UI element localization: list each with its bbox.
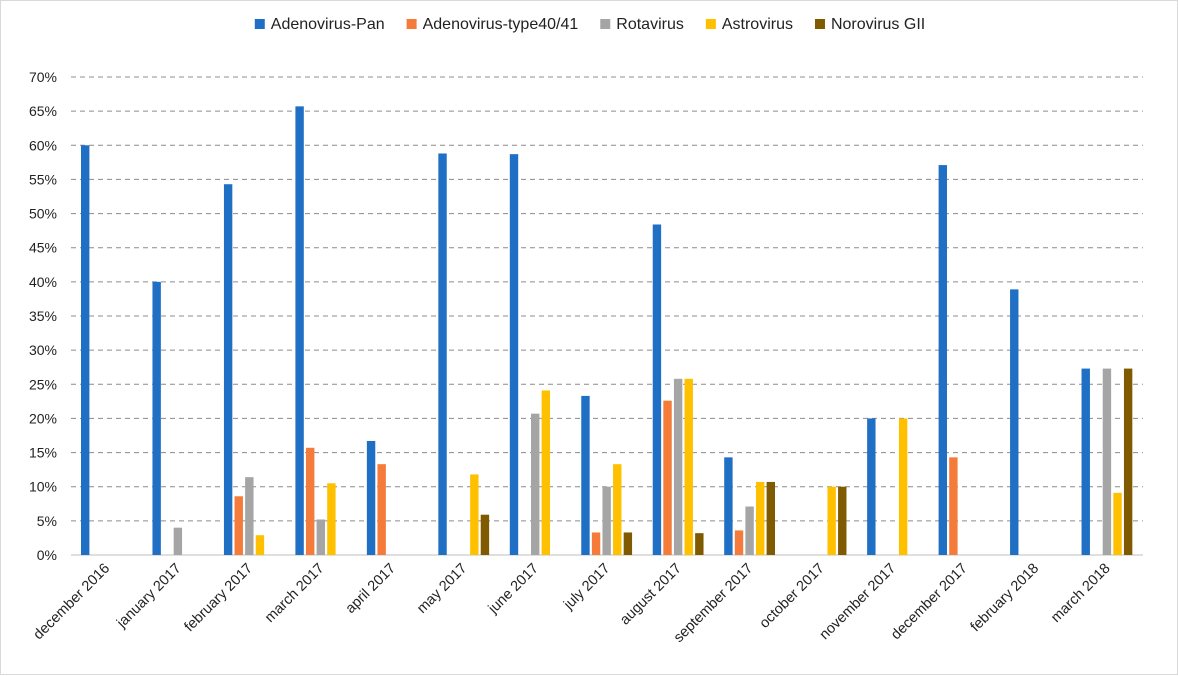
bar-adenovirus-pan xyxy=(509,154,519,556)
legend-label: Norovirus GII xyxy=(831,16,925,33)
bar-rotavirus xyxy=(531,413,540,555)
y-tick-label: 55% xyxy=(29,171,57,187)
bar-adenovirus-pan xyxy=(366,440,376,555)
y-tick-label: 0% xyxy=(37,547,57,563)
bar-rotavirus xyxy=(1102,368,1112,555)
bar-norovirus-gii xyxy=(695,533,704,555)
x-category-label: december 2016 xyxy=(31,561,114,644)
x-category-label: december 2017 xyxy=(888,561,971,644)
bar-rotavirus xyxy=(316,519,325,555)
bar-rotavirus xyxy=(745,506,754,555)
y-axis: 0% 5% 10% 15% 20% 25% 30% 35% 40% 45% 50% 55% 60% 65%… xyxy=(29,69,57,563)
bar-adenovirus-type40-41 xyxy=(949,457,958,555)
legend-swatch xyxy=(254,19,265,29)
bar-rotavirus xyxy=(245,477,254,555)
y-tick-label: 45% xyxy=(29,240,57,256)
x-category-label: may 2017 xyxy=(414,561,470,617)
x-category-label: february 2017 xyxy=(181,561,256,636)
bar-rotavirus xyxy=(602,486,611,555)
y-tick-label: 25% xyxy=(29,376,57,392)
x-category-label: november 2017 xyxy=(817,561,900,644)
x-category-label: march 2018 xyxy=(1048,561,1113,626)
legend-label: Rotavirus xyxy=(616,16,684,33)
y-tick-label: 35% xyxy=(29,308,57,324)
bar-adenovirus-pan xyxy=(938,165,947,556)
y-tick-label: 70% xyxy=(29,69,57,85)
y-tick-label: 10% xyxy=(29,479,57,495)
bar-adenovirus-pan xyxy=(223,184,233,556)
bar-astrovirus xyxy=(613,464,622,555)
bar-astrovirus xyxy=(756,481,765,555)
bar-adenovirus-type40-41 xyxy=(591,532,601,555)
bar-adenovirus-pan xyxy=(295,106,304,555)
bar-adenovirus-pan xyxy=(867,418,876,555)
y-tick-label: 20% xyxy=(29,410,57,426)
x-category-label: january 2017 xyxy=(113,561,184,632)
legend-swatch xyxy=(705,19,716,29)
bar-norovirus-gii xyxy=(1123,368,1133,555)
bar-adenovirus-pan xyxy=(724,457,733,555)
legend-label: Adenovirus-Pan xyxy=(271,16,385,33)
x-category-label: september 2017 xyxy=(671,561,756,646)
bar-adenovirus-type40-41 xyxy=(734,530,744,555)
bar-adenovirus-pan xyxy=(581,395,590,555)
bar-adenovirus-pan xyxy=(1081,368,1090,555)
x-category-label: march 2017 xyxy=(262,561,327,626)
bar-astrovirus xyxy=(827,486,836,555)
bar-adenovirus-pan xyxy=(652,224,662,556)
bar-astrovirus xyxy=(327,483,336,555)
bar-adenovirus-type40-41 xyxy=(377,464,386,555)
bar-astrovirus xyxy=(470,474,479,555)
bar-rotavirus xyxy=(673,378,683,555)
bar-astrovirus xyxy=(898,418,908,555)
bar-adenovirus-pan xyxy=(152,281,161,555)
bar-rotavirus xyxy=(173,527,183,555)
bar-adenovirus-type40-41 xyxy=(306,447,315,555)
y-tick-label: 40% xyxy=(29,274,57,290)
x-category-label: february 2018 xyxy=(968,561,1043,636)
y-tick-label: 5% xyxy=(37,513,57,529)
bar-astrovirus xyxy=(684,378,693,555)
bar-adenovirus-type40-41 xyxy=(663,400,672,555)
bar-astrovirus xyxy=(1113,492,1122,555)
legend-label: Adenovirus-type40/41 xyxy=(423,16,579,33)
x-category-label: august 2017 xyxy=(617,561,685,629)
legend-swatch xyxy=(406,19,417,29)
legend-swatch xyxy=(814,19,825,29)
y-tick-label: 60% xyxy=(29,137,57,153)
x-category-label: july 2017 xyxy=(560,561,613,614)
bar-norovirus-gii xyxy=(766,481,775,555)
x-category-label: june 2017 xyxy=(485,561,542,618)
legend-label: Astrovirus xyxy=(722,16,793,33)
bar-adenovirus-type40-41 xyxy=(234,496,243,555)
x-category-label: april 2017 xyxy=(343,561,399,617)
bar-astrovirus xyxy=(541,390,550,555)
y-tick-label: 15% xyxy=(29,445,57,461)
y-tick-label: 65% xyxy=(29,103,57,119)
y-tick-label: 50% xyxy=(29,206,57,222)
legend: Adenovirus-Pan Adenovirus-type40/41 Rotavi… xyxy=(254,16,925,33)
bars xyxy=(81,106,1133,556)
bar-norovirus-gii xyxy=(623,532,633,555)
bar-adenovirus-pan xyxy=(438,153,447,556)
bar-norovirus-gii xyxy=(838,486,847,555)
bar-adenovirus-pan xyxy=(1010,289,1019,555)
bar-adenovirus-pan xyxy=(81,145,90,556)
y-tick-label: 30% xyxy=(29,342,57,358)
legend-swatch xyxy=(600,19,611,29)
bar-norovirus-gii xyxy=(480,514,490,555)
bar-astrovirus xyxy=(255,535,265,555)
x-category-label: october 2017 xyxy=(757,561,828,632)
